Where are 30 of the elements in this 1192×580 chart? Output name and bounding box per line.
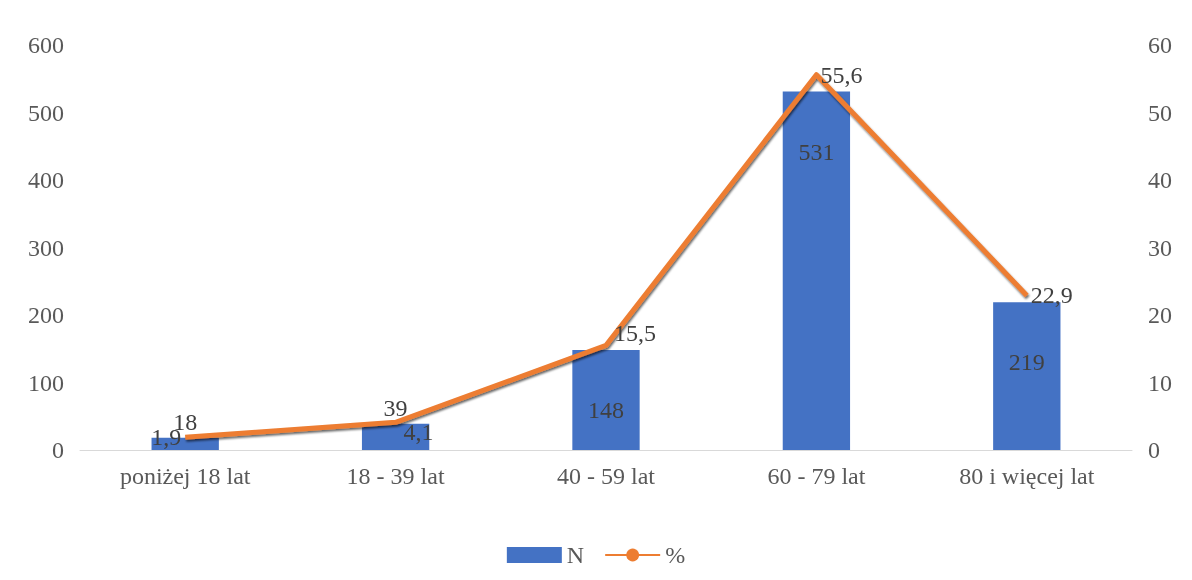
y-tick-label: 400 bbox=[28, 167, 64, 193]
y-tick-label: 0 bbox=[52, 437, 64, 463]
y2-tick-label: 10 bbox=[1148, 369, 1172, 396]
data-label: 55,6 bbox=[820, 61, 863, 88]
bar bbox=[782, 91, 851, 450]
x-tick-label: 18 - 39 lat bbox=[346, 463, 445, 489]
x-tick-label: poniżej 18 lat bbox=[119, 463, 251, 489]
y2-tick-label: 40 bbox=[1148, 167, 1172, 193]
y2-tick-label: 30 bbox=[1148, 234, 1172, 261]
bar bbox=[572, 350, 640, 450]
y2-tick-label: 0 bbox=[1148, 437, 1160, 463]
y2-tick-label: 50 bbox=[1148, 99, 1172, 126]
y2-tick-label: 20 bbox=[1148, 302, 1172, 328]
x-tick-label: 60 - 79 lat bbox=[767, 463, 866, 489]
data-label: 15,5 bbox=[614, 320, 656, 347]
data-label: 39 bbox=[383, 394, 408, 421]
y-tick-label: 300 bbox=[28, 234, 64, 261]
y-tick-label: 200 bbox=[28, 302, 64, 328]
data-label: 219 bbox=[1008, 349, 1045, 376]
y-tick-label: 100 bbox=[28, 369, 64, 396]
x-tick-label: 40 - 59 lat bbox=[557, 463, 656, 489]
y2-tick-label: 60 bbox=[1148, 32, 1172, 58]
data-label: 22,9 bbox=[1030, 282, 1073, 309]
y-tick-label: 600 bbox=[28, 32, 64, 58]
data-label: 531 bbox=[798, 138, 835, 165]
y-tick-label: 500 bbox=[28, 99, 64, 126]
legend-label: % bbox=[665, 542, 686, 568]
x-tick-label: 80 i więcej lat bbox=[959, 463, 1095, 489]
legend-label: N bbox=[566, 542, 585, 568]
data-label: 148 bbox=[588, 397, 624, 424]
